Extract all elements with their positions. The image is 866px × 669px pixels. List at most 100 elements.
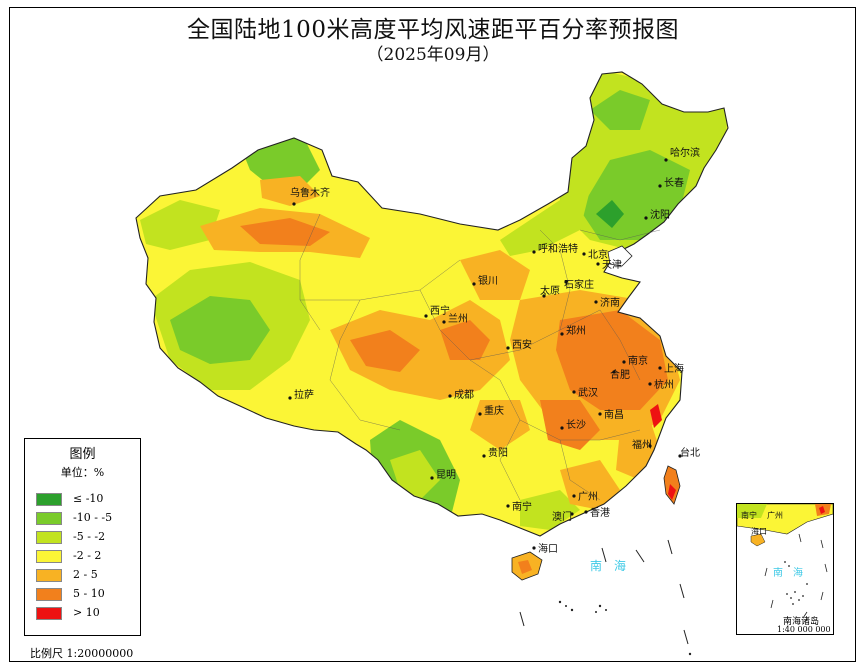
legend-label: -5 - -2 — [73, 530, 106, 543]
city-label: 呼和浩特 — [538, 243, 578, 255]
city-dot — [594, 300, 598, 304]
city-label: 重庆 — [484, 404, 504, 417]
region-shaanxi-deep-orange — [440, 320, 490, 360]
city-label: 西安 — [512, 338, 532, 351]
city-dot — [612, 370, 616, 374]
inset-dash-line — [764, 533, 828, 619]
inset-guangxi-green — [737, 504, 767, 518]
city-dot — [658, 184, 662, 188]
city-label: 成都 — [454, 389, 474, 401]
city-label: 武汉 — [578, 386, 598, 399]
city-label: 澳门 — [552, 510, 572, 523]
inset-city-guangzhou: 广州 — [767, 510, 783, 520]
city-label: 南京 — [628, 354, 648, 367]
south-sea-inset: 南宁 广州 海口 南 海 南海诸岛 1:40 000 000 — [736, 503, 834, 635]
legend-swatch — [36, 569, 62, 582]
city-dot — [424, 314, 428, 318]
city-label: 兰州 — [448, 312, 468, 325]
inset-sea-label: 南 海 — [773, 566, 803, 579]
city-dot — [532, 250, 536, 254]
south-sea-islands — [558, 600, 692, 656]
city-dot — [648, 444, 652, 448]
bohai-sea — [607, 245, 633, 267]
sea-label-nanhai: 南 海 — [590, 558, 626, 573]
scale-text: 比例尺 1:20000000 — [30, 647, 134, 660]
map-frame — [9, 7, 856, 662]
city-label: 太原 — [540, 284, 560, 297]
region-junggar-orange — [260, 176, 320, 206]
inset-islands — [784, 561, 808, 605]
legend-swatch — [36, 531, 62, 544]
region-inner-mongolia-green — [500, 190, 590, 256]
city-label: 哈尔滨 — [670, 146, 700, 159]
city-dot — [678, 454, 682, 458]
taiwan-red — [668, 484, 676, 500]
legend-label: ≤ -10 — [73, 492, 104, 505]
city-label: 济南 — [600, 296, 620, 309]
region-sichuan-west-deep-orange — [350, 330, 420, 372]
city-dot — [622, 360, 626, 364]
region-east-deep-orange — [556, 310, 668, 410]
city-dot — [442, 320, 446, 324]
city-label: 香港 — [590, 507, 610, 519]
map-subtitle: （2025年09月） — [366, 45, 500, 65]
city-label: 福州 — [632, 438, 652, 451]
legend-label: -10 - -5 — [73, 511, 113, 524]
legend-label: > 10 — [73, 606, 100, 619]
region-tibet-green — [170, 296, 270, 364]
city-dot — [582, 252, 586, 256]
city-dot — [648, 382, 652, 386]
city-label: 台北 — [680, 446, 700, 459]
city-label: 贵阳 — [488, 446, 508, 459]
legend-box: 图例 单位：% ≤ -10 -10 - -5 -5 - -2 -2 - 2 2 - 5 5… — [24, 438, 141, 636]
inset-taiwan-red — [819, 506, 825, 514]
city-dot — [288, 396, 292, 400]
legend-swatch — [36, 512, 62, 525]
nine-dash-line — [519, 539, 689, 645]
city-label: 长沙 — [566, 419, 586, 431]
city-label: 广州 — [578, 491, 598, 503]
city-label: 沈阳 — [650, 208, 670, 221]
taiwan-island — [663, 465, 681, 505]
city-dot — [430, 476, 434, 480]
city-dot — [532, 546, 536, 550]
region-guangxi-green — [520, 490, 580, 530]
region-guangdong-orange — [560, 460, 620, 510]
legend-swatch — [36, 493, 62, 506]
city-dot — [542, 294, 546, 298]
region-daxinganling-green — [590, 90, 650, 130]
city-dot — [292, 202, 296, 206]
city-label: 上海 — [664, 362, 684, 375]
city-dot — [644, 216, 648, 220]
city-dot — [572, 494, 576, 498]
city-dot — [448, 394, 452, 398]
legend-swatch — [36, 607, 62, 620]
inset-map: 南宁 广州 海口 南 海 — [737, 504, 833, 619]
city-dot — [570, 512, 574, 516]
city-dot — [560, 332, 564, 336]
city-dot — [472, 282, 476, 286]
region-guizhou-orange — [470, 400, 530, 450]
city-dot — [560, 426, 564, 430]
city-dot — [482, 454, 486, 458]
city-label: 南宁 — [512, 500, 532, 513]
inset-scale-text: 1:40 000 000 — [777, 625, 831, 634]
region-zhejiang-red — [650, 404, 662, 428]
hainan-deep-orange — [518, 560, 532, 574]
inset-city-haikou: 海口 — [751, 526, 767, 536]
city-dot — [664, 158, 668, 162]
legend-swatch — [36, 550, 62, 563]
city-dot — [506, 346, 510, 350]
legend-label: 5 - 10 — [73, 587, 105, 600]
legend-swatch — [36, 588, 62, 601]
inset-hainan — [750, 533, 766, 547]
region-ningxia-orange — [460, 250, 530, 300]
city-dot — [598, 412, 602, 416]
city-label: 乌鲁木齐 — [290, 186, 330, 199]
inset-city-nanning: 南宁 — [741, 510, 757, 520]
city-label: 合肥 — [610, 368, 630, 381]
legend-title: 图例 — [69, 447, 96, 462]
map-title: 全国陆地100米高度平均风速距平百分率预报图 — [187, 17, 679, 43]
